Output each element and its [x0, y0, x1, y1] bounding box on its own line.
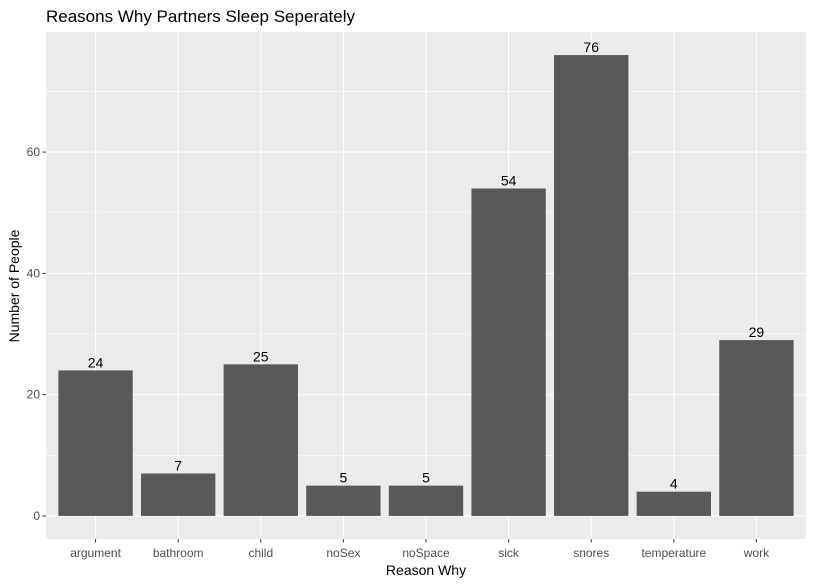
data-label-sick: 54	[501, 172, 517, 188]
bar-sick	[471, 188, 546, 516]
y-axis: 0 20 40 60	[27, 145, 46, 523]
x-axis-title: Reason Why	[386, 562, 466, 578]
bars	[58, 55, 794, 516]
bar-snores	[554, 55, 629, 516]
data-label-bathroom: 7	[174, 458, 182, 474]
y-tick-label: 20	[27, 388, 41, 402]
data-label-snores: 76	[583, 39, 599, 55]
data-label-child: 25	[253, 348, 269, 364]
bar-argument	[58, 370, 133, 516]
data-labels: 24 7 25 5 5 54 76 4 29	[88, 39, 765, 492]
x-axis: argument bathroom child noSex noSpace sick sno…	[70, 539, 770, 560]
x-tick-label-sick: sick	[498, 546, 520, 560]
bar-bathroom	[141, 473, 216, 516]
bar-noSpace	[388, 485, 464, 516]
data-label-noSpace: 5	[422, 470, 430, 486]
bar-noSex	[306, 485, 381, 516]
data-label-argument: 24	[88, 354, 104, 370]
x-tick-label-noSpace: noSpace	[402, 546, 450, 560]
x-tick-label-argument: argument	[70, 546, 121, 560]
bar-child	[223, 364, 298, 516]
x-tick-label-snores: snores	[573, 546, 609, 560]
y-tick-label: 60	[27, 145, 41, 159]
y-tick-label: 40	[27, 266, 41, 280]
bar-temperature	[636, 491, 711, 516]
y-tick-label: 0	[33, 509, 40, 523]
x-tick-label-temperature: temperature	[641, 546, 706, 560]
x-tick-label-noSex: noSex	[326, 546, 360, 560]
bar-work	[719, 340, 794, 516]
x-tick-label-bathroom: bathroom	[153, 546, 204, 560]
x-tick-label-work: work	[743, 546, 770, 560]
x-tick-label-child: child	[248, 546, 273, 560]
chart-title: Reasons Why Partners Sleep Seperately	[46, 7, 355, 26]
y-axis-title: Number of People	[6, 229, 22, 342]
data-label-temperature: 4	[670, 476, 678, 492]
data-label-work: 29	[749, 324, 765, 340]
data-label-noSex: 5	[339, 470, 347, 486]
